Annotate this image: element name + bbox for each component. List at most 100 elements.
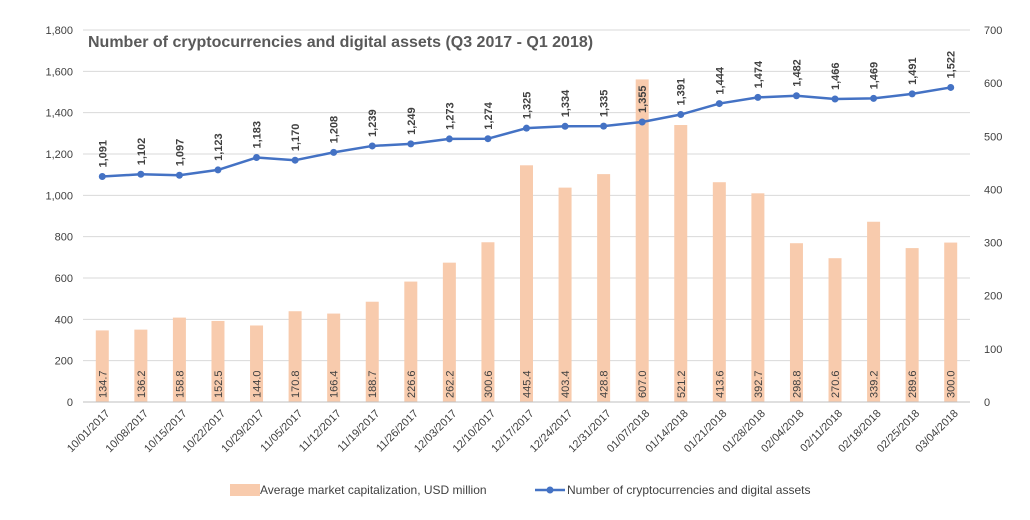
bar-data-label: 413.6	[714, 370, 726, 398]
bar-data-label: 188.7	[367, 370, 379, 398]
line-point	[908, 90, 916, 98]
bar-data-label: 298.8	[791, 370, 803, 398]
bar	[828, 258, 842, 402]
line-point	[523, 124, 530, 132]
bar-data-label: 392.7	[753, 370, 765, 398]
bar-data-label: 170.8	[290, 370, 302, 398]
legend: Average market capitalization, USD milli…	[230, 483, 810, 497]
bar-data-label: 403.4	[560, 370, 572, 398]
bar-data-label: 300.6	[483, 370, 495, 398]
bar	[95, 330, 109, 402]
right-axis-tick-label: 100	[984, 344, 1002, 356]
bar-data-labels: 134.7 136.2 158.8 152.5 144.0 170.8 166.4 188.7…	[97, 370, 957, 398]
bar	[481, 242, 495, 402]
line-data-label: 1,522	[946, 51, 958, 79]
bar	[558, 187, 572, 402]
bar-data-label: 289.6	[907, 370, 919, 398]
bar-data-label: 136.2	[136, 370, 148, 398]
bar-data-label: 144.0	[252, 370, 264, 398]
line-point	[792, 92, 800, 100]
line-data-label: 1,274	[483, 101, 495, 129]
line-point	[214, 166, 222, 174]
line-point	[291, 156, 299, 164]
line-point	[831, 95, 839, 103]
line-point	[484, 135, 492, 143]
line-data-label: 1,482	[791, 59, 803, 87]
line-point	[253, 154, 261, 162]
line-data-label: 1,183	[252, 121, 264, 149]
right-axis-tick-label: 400	[984, 184, 1002, 196]
line-point	[638, 118, 646, 126]
bar-data-label: 339.2	[869, 370, 881, 398]
bar	[211, 320, 225, 402]
bar-data-label: 445.4	[522, 370, 534, 398]
legend-swatch-bar	[230, 484, 260, 496]
left-axis-tick-label: 200	[55, 356, 73, 368]
line-series	[98, 83, 955, 181]
left-axis-tick-label: 1,000	[45, 190, 73, 202]
line-data-label: 1,091	[97, 140, 109, 168]
line-data-label: 1,097	[174, 139, 186, 167]
right-y-axis: 0 100 200 300 400 500 600 700	[984, 25, 1002, 409]
line-data-label: 1,170	[290, 124, 302, 152]
bar	[327, 313, 341, 402]
bar-data-label: 166.4	[329, 370, 341, 398]
line-data-label: 1,355	[637, 85, 649, 113]
bar	[597, 174, 611, 402]
bar	[520, 165, 533, 402]
line-point	[175, 171, 183, 179]
bar-data-label: 607.0	[637, 370, 649, 398]
line-data-label: 1,325	[522, 92, 534, 120]
bar	[944, 242, 958, 402]
line-point	[561, 122, 569, 130]
left-axis-tick-label: 0	[67, 397, 73, 409]
bar-data-label: 521.2	[676, 370, 688, 398]
bar-data-label: 158.8	[174, 370, 186, 398]
line-data-label: 1,123	[213, 133, 225, 161]
bar-data-label: 428.8	[599, 370, 611, 398]
chart-title: Number of cryptocurrencies and digital a…	[88, 34, 593, 51]
line-data-label: 1,391	[676, 78, 688, 106]
left-axis-tick-label: 800	[55, 232, 73, 244]
bar	[905, 248, 919, 402]
bar	[789, 243, 803, 402]
bar-data-label: 152.5	[213, 370, 225, 398]
bar	[134, 329, 148, 402]
line-point	[98, 173, 106, 181]
line-data-label: 1,102	[136, 138, 148, 166]
line-point	[368, 142, 376, 150]
line-point	[445, 135, 453, 143]
bar-data-label: 134.7	[97, 370, 109, 398]
bar-data-label: 262.2	[444, 370, 456, 398]
line-point	[870, 94, 878, 102]
bar	[404, 281, 418, 402]
bar	[250, 325, 264, 402]
bar	[288, 311, 302, 402]
left-axis-tick-label: 600	[55, 273, 73, 285]
left-axis-tick-label: 1,800	[45, 25, 73, 37]
line-data-label: 1,208	[329, 116, 341, 144]
left-axis-tick-label: 1,200	[45, 149, 73, 161]
right-axis-tick-label: 500	[984, 131, 1002, 143]
line-data-label: 1,491	[907, 57, 919, 85]
line-data-label: 1,474	[753, 60, 765, 88]
bar-data-label: 270.6	[830, 370, 842, 398]
right-axis-tick-label: 700	[984, 25, 1002, 37]
line-point	[600, 122, 608, 130]
bar	[365, 301, 379, 402]
line-point	[754, 93, 762, 101]
bar-data-label: 226.6	[406, 370, 418, 398]
legend-label-bar: Average market capitalization, USD milli…	[260, 483, 487, 497]
line-data-label: 1,273	[444, 102, 456, 130]
bar	[172, 317, 186, 402]
line-data-label: 1,444	[714, 66, 726, 94]
line-data-label: 1,466	[830, 62, 842, 90]
right-axis-tick-label: 300	[984, 238, 1002, 250]
line-data-label: 1,249	[406, 107, 418, 135]
line-data-labels: 1,091 1,102 1,097 1,123 1,183 1,170 1,208 1,239…	[97, 51, 957, 168]
right-axis-tick-label: 600	[984, 78, 1002, 90]
left-axis-tick-label: 400	[55, 314, 73, 326]
